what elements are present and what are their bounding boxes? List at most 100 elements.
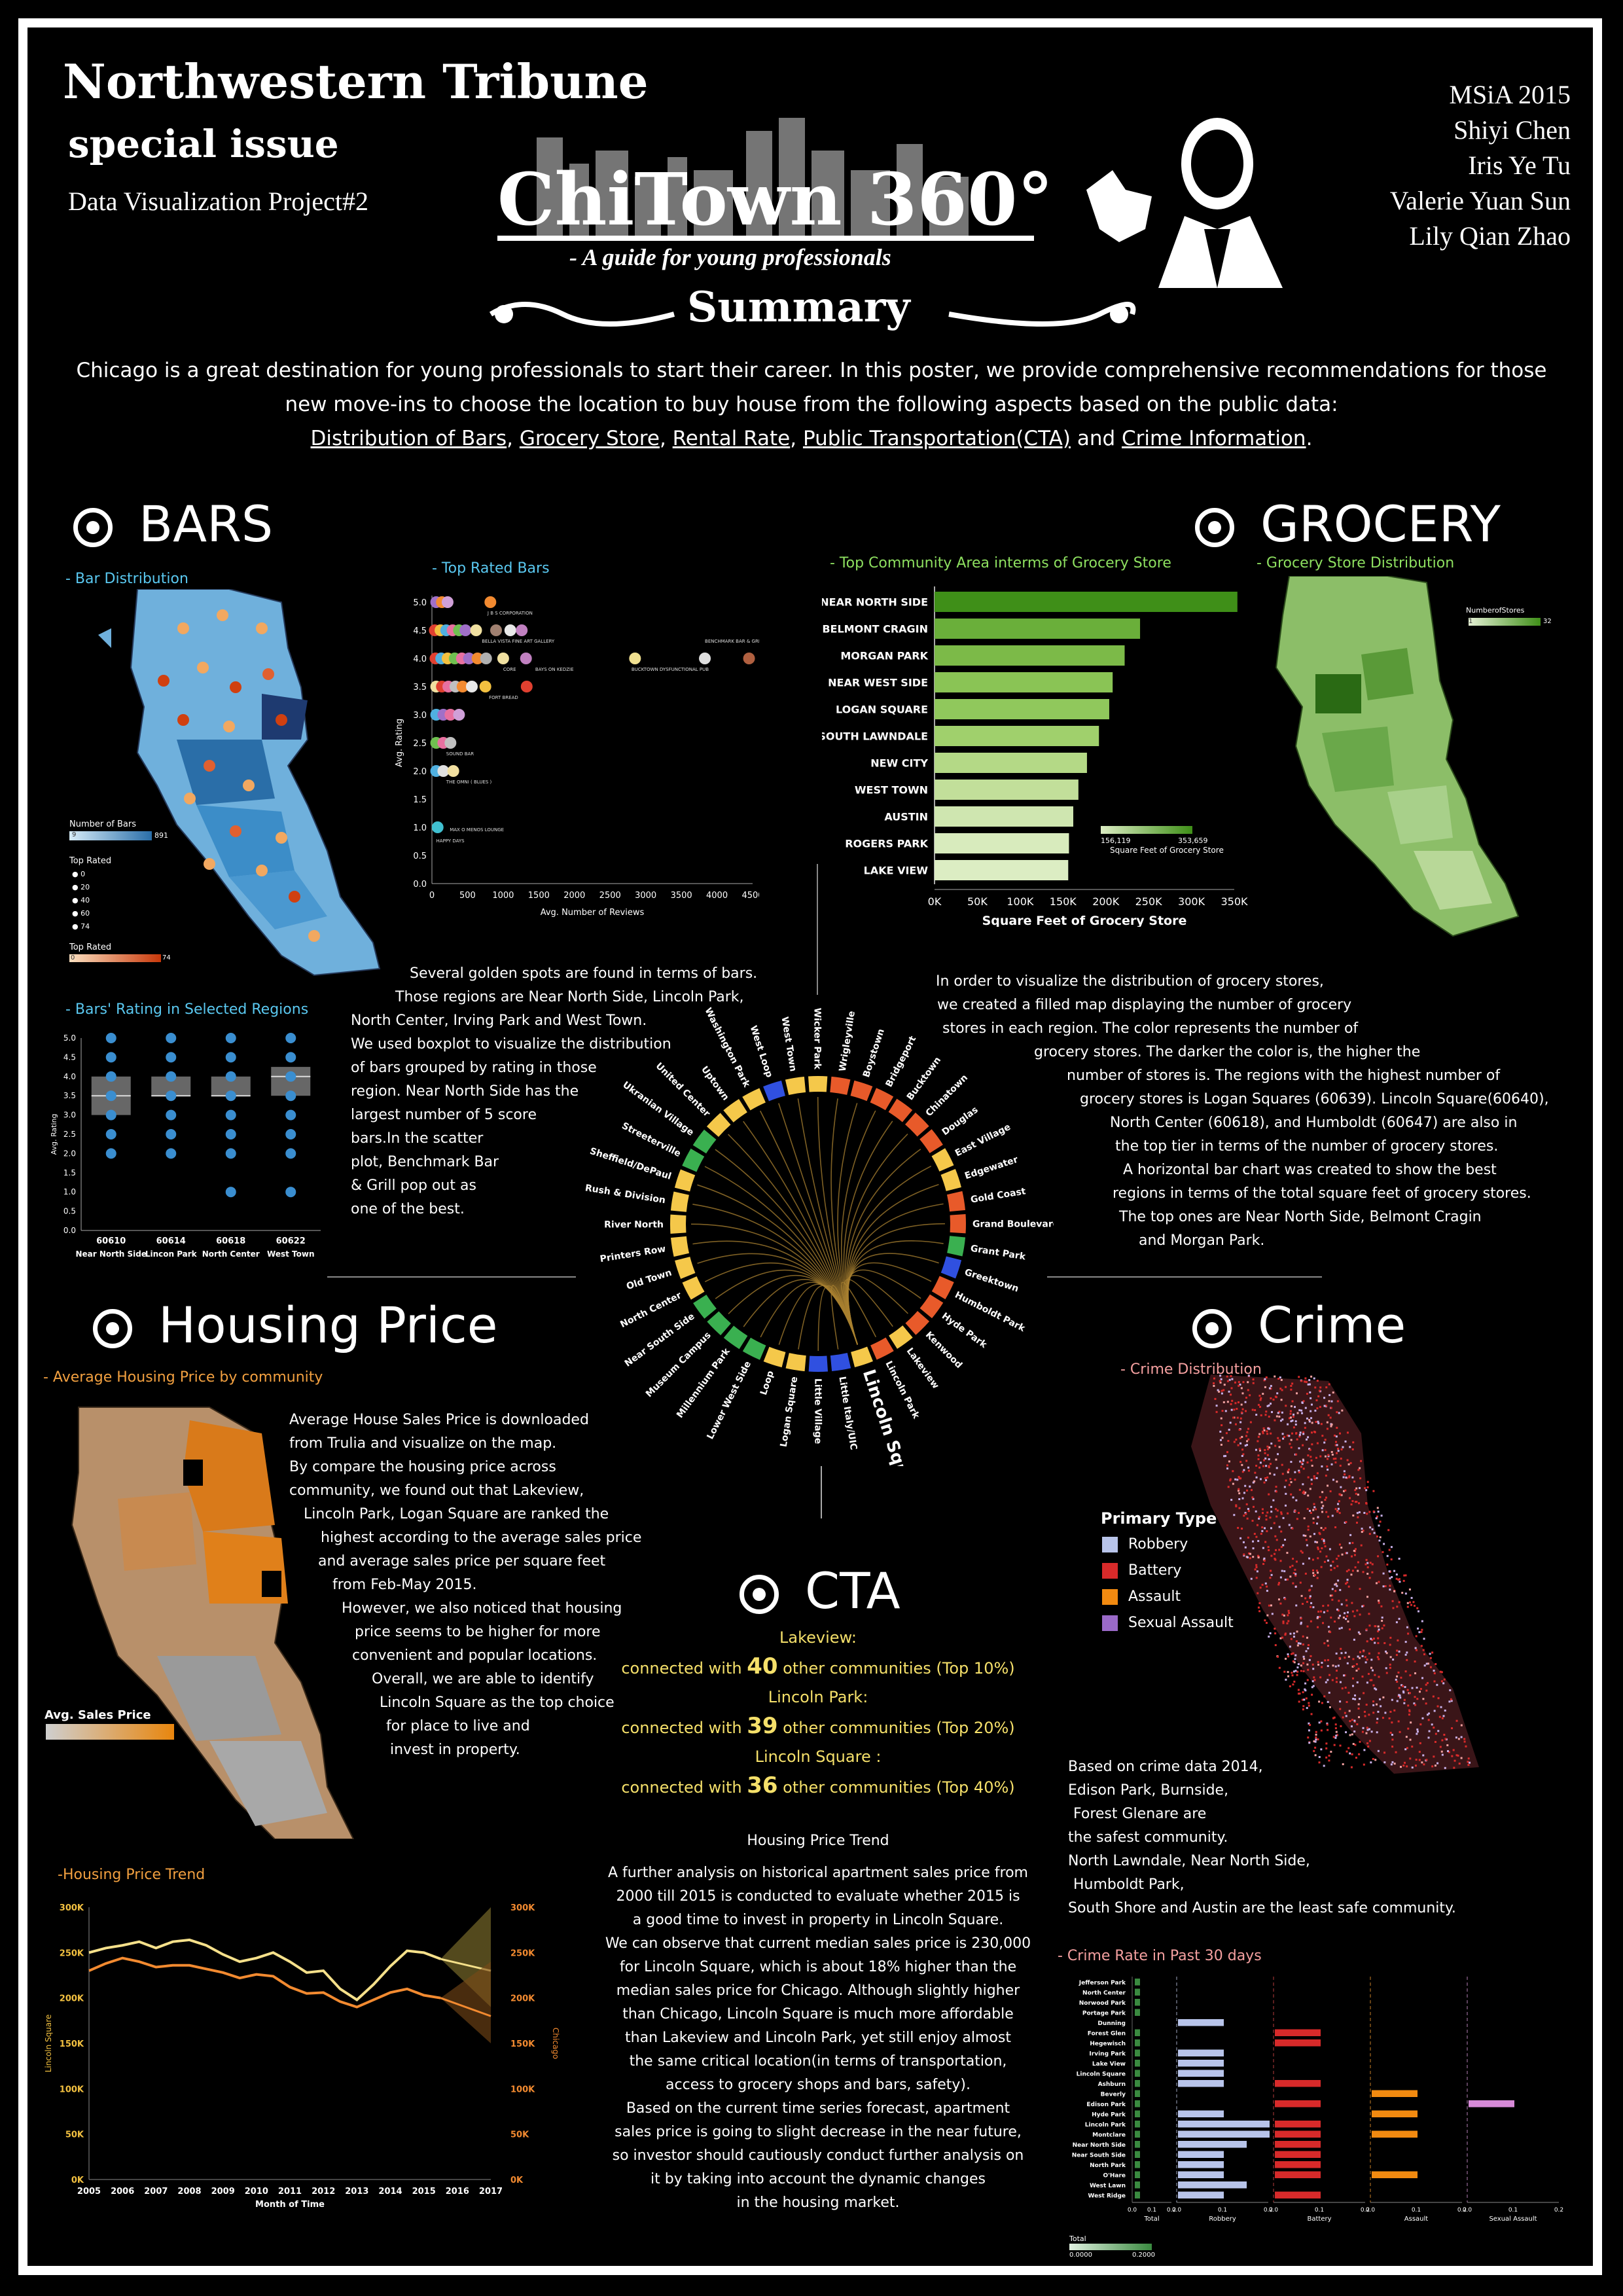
crime-point <box>1230 1374 1232 1377</box>
crime-point <box>1349 1534 1352 1536</box>
crime-point <box>1425 1689 1428 1692</box>
crime-point <box>1335 1681 1338 1683</box>
crime-point <box>1268 1415 1270 1418</box>
crime-point <box>1322 1529 1325 1532</box>
crime-point <box>1233 1408 1236 1411</box>
crime-point <box>1304 1535 1307 1537</box>
crime-point <box>1315 1738 1317 1741</box>
crime-point <box>1393 1709 1396 1712</box>
cta-node-label: Douglas <box>940 1105 980 1138</box>
bar-distribution-title: - Bar Distribution <box>65 571 188 587</box>
crime-point <box>1351 1555 1353 1558</box>
crime-point <box>1341 1553 1344 1556</box>
crime-point <box>1264 1477 1267 1479</box>
crime-point <box>1300 1670 1302 1672</box>
crime-point <box>1240 1387 1243 1390</box>
link-bars[interactable]: Distribution of Bars <box>310 427 507 450</box>
crime-point <box>1302 1691 1304 1694</box>
crime-point <box>1400 1676 1402 1679</box>
crime-point <box>1346 1615 1349 1617</box>
crime-point <box>1439 1746 1442 1748</box>
crime-point <box>1388 1549 1391 1551</box>
crime-point <box>1419 1742 1421 1744</box>
crime-point <box>1270 1443 1273 1445</box>
crime-rate-bar <box>1372 2171 1418 2178</box>
crime-point <box>1252 1498 1255 1500</box>
crime-point <box>1344 1521 1346 1524</box>
crime-rate-bar <box>1135 2130 1140 2138</box>
cta-node-arc <box>693 1295 717 1319</box>
link-rental[interactable]: Rental Rate <box>672 427 791 450</box>
link-crime[interactable]: Crime Information <box>1122 427 1306 450</box>
crime-point <box>1335 1677 1338 1679</box>
crime-rate-bar <box>1275 2151 1321 2158</box>
cta-node-arc <box>723 1099 747 1122</box>
crime-point <box>1320 1566 1323 1568</box>
crime-point <box>1284 1632 1287 1635</box>
crime-point <box>1379 1536 1382 1539</box>
crime-point <box>1354 1566 1357 1569</box>
boxplot-point <box>285 1129 296 1139</box>
crime-point <box>1272 1499 1275 1501</box>
crime-point <box>1337 1447 1340 1450</box>
crime-rate-panel-label: Robbery <box>1209 2215 1236 2223</box>
crime-point <box>1293 1571 1295 1574</box>
crime-point <box>1222 1389 1225 1391</box>
crime-point <box>1270 1388 1272 1390</box>
crime-point <box>1336 1480 1338 1483</box>
crime-point <box>1453 1767 1455 1769</box>
crime-point <box>1321 1547 1323 1550</box>
crime-point <box>1427 1712 1430 1715</box>
crime-point <box>1299 1460 1302 1463</box>
crime-point <box>1236 1479 1239 1481</box>
crime-point <box>1245 1435 1248 1437</box>
crime-point <box>1340 1486 1342 1488</box>
crime-point <box>1287 1653 1289 1656</box>
scatter-y-tick: 0.5 <box>413 852 427 861</box>
cta-chord <box>846 1269 921 1345</box>
crime-point <box>1337 1507 1340 1510</box>
crime-point <box>1381 1619 1383 1622</box>
crime-point <box>1247 1469 1250 1472</box>
crime-point <box>1418 1691 1421 1693</box>
crime-point <box>1421 1677 1424 1679</box>
crime-point <box>1295 1453 1298 1456</box>
link-grocery[interactable]: Grocery Store <box>519 427 660 450</box>
crime-point <box>1326 1421 1329 1424</box>
link-cta[interactable]: Public Transportation(CTA) <box>802 427 1071 450</box>
crime-rate-bar <box>1135 2100 1140 2108</box>
crime-point <box>1346 1662 1349 1664</box>
crime-point <box>1287 1470 1289 1473</box>
bars-heading: BARS <box>73 495 273 553</box>
crime-point <box>1327 1454 1330 1456</box>
crime-point <box>1248 1552 1251 1555</box>
scatter-point <box>490 624 502 636</box>
crime-rate-panel-label: Assault <box>1404 2215 1429 2223</box>
crime-rate-bar <box>1178 2141 1247 2148</box>
bar-map-dot <box>276 832 287 844</box>
crime-point <box>1443 1678 1446 1681</box>
boxplot-point <box>225 1052 236 1063</box>
crime-point <box>1285 1479 1287 1482</box>
bar-map-dot <box>197 662 209 673</box>
crime-point <box>1308 1557 1311 1560</box>
crime-point <box>1312 1685 1315 1687</box>
crime-point <box>1355 1492 1357 1495</box>
cta-node-arc <box>830 1076 851 1095</box>
crime-point <box>1292 1558 1294 1560</box>
crime-rate-bar <box>1275 2161 1321 2168</box>
crime-point <box>1338 1657 1341 1659</box>
crime-point <box>1279 1560 1282 1562</box>
trend-x-tick: 2010 <box>245 2187 268 2197</box>
scatter-point <box>463 653 475 664</box>
crime-point <box>1300 1461 1303 1463</box>
crime-point <box>1351 1610 1354 1613</box>
cta-item-0: connected with 40 other communities (Top… <box>621 1653 1015 1679</box>
crime-point <box>1368 1577 1371 1579</box>
bar-map-dot <box>204 760 215 772</box>
trend-y-tick-left: 0K <box>71 2176 84 2185</box>
ornament-right-icon <box>948 302 1136 327</box>
crime-point <box>1240 1461 1242 1463</box>
crime-point <box>1302 1400 1305 1403</box>
